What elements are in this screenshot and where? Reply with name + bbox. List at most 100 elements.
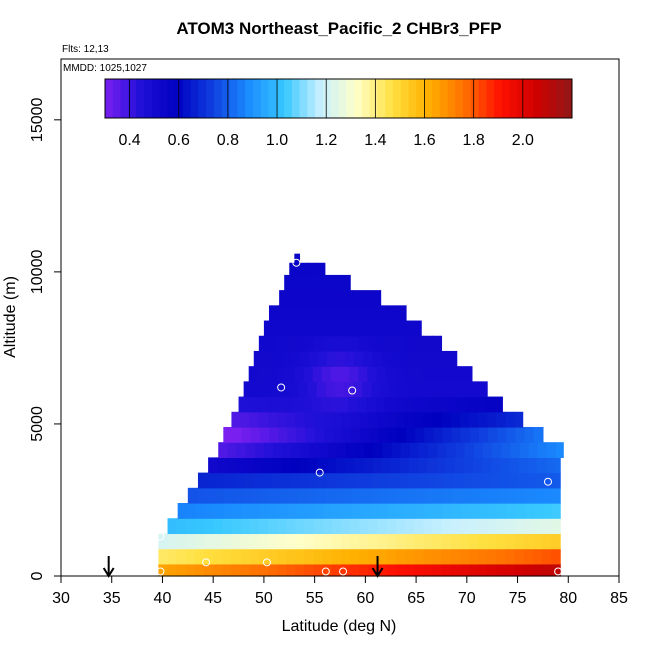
heatmap-cell (341, 411, 351, 428)
colorbar-segment (540, 79, 550, 118)
heatmap-cell (514, 518, 525, 535)
heatmap-cell (158, 533, 169, 550)
heatmap-cell (441, 411, 452, 428)
heatmap-cell (514, 563, 525, 577)
heatmap-cell (379, 290, 382, 306)
heatmap-cell (432, 411, 443, 428)
heatmap-cell (350, 411, 360, 428)
heatmap-cell (225, 472, 236, 489)
heatmap-cell (331, 563, 342, 577)
colorbar-segment (198, 79, 207, 118)
heatmap-cell (303, 366, 314, 382)
heatmap-cell (205, 503, 215, 519)
heatmap-cell (395, 411, 406, 428)
heatmap-cell (222, 548, 233, 565)
heatmap-cell (313, 518, 324, 535)
heatmap-cell (327, 442, 338, 458)
heatmap-cell (326, 350, 337, 367)
heatmap-cell (386, 518, 397, 535)
heatmap-cell (329, 274, 340, 291)
heatmap-cell (436, 350, 447, 367)
colorbar-segment (361, 79, 371, 118)
heatmap-cell (477, 533, 488, 550)
colorbar-segment (159, 79, 168, 118)
heatmap-cell (378, 426, 389, 443)
heatmap-cell (235, 457, 246, 474)
heatmap-cell (307, 472, 318, 489)
heatmap-cell (414, 518, 424, 535)
heatmap-cell (414, 548, 424, 565)
heatmap-cell (250, 503, 261, 519)
heatmap-cell (204, 533, 214, 550)
heatmap-cell (544, 472, 555, 489)
colorbar-segment (276, 79, 285, 118)
y-tick-label: 15000 (29, 97, 46, 142)
heatmap-cell (381, 457, 392, 474)
heatmap-cell (207, 472, 217, 489)
heatmap-cell (450, 518, 461, 535)
heatmap-cell (518, 457, 529, 474)
heatmap-cell (342, 503, 352, 519)
colorbar-segment (400, 79, 410, 118)
heatmap-cell (459, 411, 470, 428)
heatmap-cell (243, 381, 254, 398)
heatmap-cell (308, 457, 319, 474)
heatmap-cell (395, 518, 406, 535)
x-tick-label: 75 (509, 590, 527, 607)
heatmap-cell (348, 274, 351, 291)
heatmap-cell (231, 548, 242, 565)
heatmap-cell (290, 350, 301, 367)
heatmap-cell (352, 487, 362, 504)
heatmap-cell (446, 442, 457, 458)
heatmap-cell (299, 350, 310, 367)
heatmap-cell (331, 548, 342, 565)
plot-frame (60, 58, 620, 577)
heatmap-cell (489, 487, 499, 504)
heatmap-cell (514, 533, 525, 550)
heatmap-cell (551, 533, 561, 550)
heatmap-cell (490, 472, 500, 489)
heatmap-cell (340, 366, 350, 382)
heatmap-cell (316, 472, 327, 489)
heatmap-cell (272, 350, 282, 367)
heatmap-cell (369, 305, 380, 322)
heatmap-cell (351, 305, 361, 322)
heatmap-cell (496, 563, 506, 577)
heatmap-cell (309, 320, 320, 337)
heatmap-cell (286, 548, 296, 565)
heatmap-cell (261, 472, 272, 489)
sample-marker (543, 477, 552, 486)
heatmap-cell (315, 290, 326, 306)
heatmap-cell (435, 381, 446, 398)
heatmap-cell (418, 350, 428, 367)
heatmap-cell (406, 487, 417, 504)
heatmap-cell (322, 518, 333, 535)
heatmap-cell (236, 442, 247, 458)
heatmap-cell (389, 472, 400, 489)
heatmap-cell (294, 253, 301, 264)
heatmap-cell (222, 518, 233, 535)
y-tick-label: 0 (29, 571, 46, 580)
heatmap-cell (541, 533, 552, 550)
heatmap-cell (263, 442, 274, 458)
heatmap-cell (404, 563, 415, 577)
heatmap-cell (342, 305, 352, 322)
heatmap-cell (450, 548, 461, 565)
heatmap-cell (268, 426, 279, 443)
heatmap-cell (296, 305, 307, 322)
heatmap-cell (341, 548, 351, 565)
heatmap-cell (483, 442, 493, 458)
heatmap-cell (226, 457, 237, 474)
heatmap-cell (176, 563, 187, 577)
colorbar-segment (525, 79, 534, 118)
heatmap-cell (363, 350, 374, 367)
heatmap-cell (523, 518, 534, 535)
colorbar-tick-label: 1.2 (315, 132, 337, 149)
heatmap-cell (350, 518, 360, 535)
heatmap-cell (377, 563, 388, 577)
colorbar-segment (408, 79, 417, 118)
sample-marker (277, 383, 286, 392)
dates-label: MMDD: 1025,1027 (63, 63, 147, 74)
heatmap-cell (223, 426, 234, 443)
heatmap-cell (551, 518, 561, 535)
